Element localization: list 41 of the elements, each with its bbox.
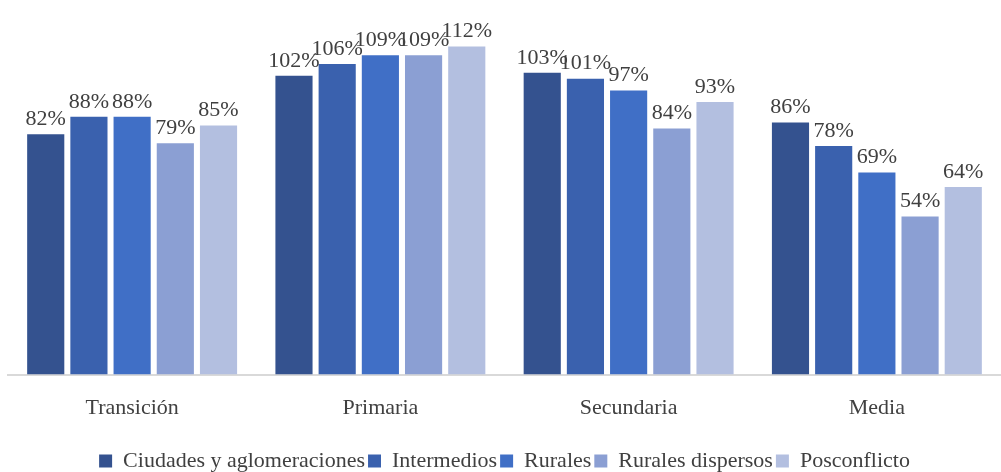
data-label: 84% [651, 99, 692, 125]
bar [944, 187, 982, 375]
data-label: 88% [68, 87, 110, 113]
bar [70, 116, 108, 375]
bar [199, 125, 238, 375]
bar [771, 122, 810, 375]
data-label: 85% [198, 96, 239, 122]
bar [113, 116, 151, 375]
data-label: 93% [694, 72, 736, 98]
data-label: 88% [111, 87, 153, 113]
bar [815, 146, 853, 375]
bar [156, 143, 194, 375]
x-tick-label: Media [848, 393, 906, 419]
bar [361, 55, 399, 375]
legend-label: Rurales dispersos [618, 446, 773, 472]
data-label: 82% [25, 105, 66, 131]
bar [318, 64, 356, 375]
legend-label: Ciudades y aglomeraciones [123, 446, 366, 472]
data-label: 64% [943, 157, 984, 183]
bar [858, 172, 896, 375]
data-label: 78% [813, 116, 854, 142]
x-tick-label: Secundaria [579, 393, 678, 419]
x-tick-label: Primaria [342, 393, 419, 419]
legend-label: Intermedios [392, 446, 498, 472]
bar [448, 46, 486, 375]
bar [696, 102, 734, 375]
bar [275, 75, 313, 375]
bar [523, 72, 561, 375]
bar [27, 134, 65, 375]
bar [901, 216, 939, 375]
bar [405, 55, 443, 375]
x-tick-label: Transición [85, 393, 179, 419]
bar [610, 90, 648, 375]
bar [566, 78, 604, 375]
bar [653, 128, 691, 375]
data-label: 86% [770, 93, 811, 119]
legend-label: Posconflicto [799, 446, 910, 472]
data-label: 69% [856, 143, 898, 169]
data-label: 79% [155, 113, 196, 139]
data-label: 54% [899, 187, 941, 213]
legend-label: Rurales [524, 446, 592, 472]
